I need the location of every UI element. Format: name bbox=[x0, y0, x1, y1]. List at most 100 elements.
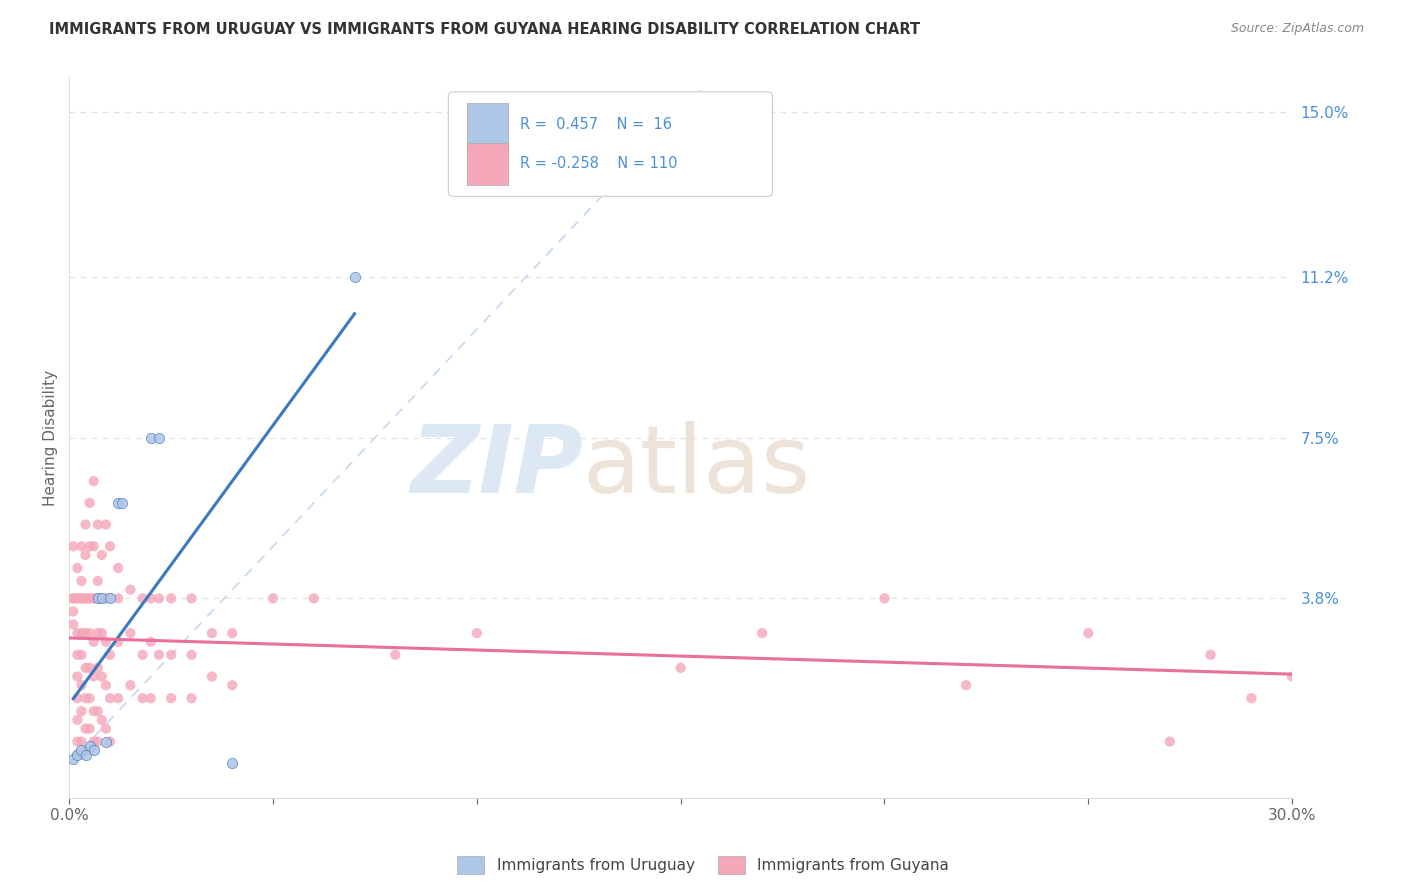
Point bbox=[70, 591, 93, 606]
Point bbox=[62, 539, 84, 553]
Point bbox=[66, 734, 89, 748]
Point bbox=[201, 626, 224, 640]
Point bbox=[87, 591, 110, 606]
Point bbox=[120, 626, 142, 640]
Point bbox=[107, 591, 129, 606]
Point bbox=[221, 678, 243, 692]
Point bbox=[75, 548, 97, 562]
Point bbox=[94, 634, 117, 648]
Point bbox=[75, 591, 97, 606]
Point bbox=[66, 669, 89, 683]
Point bbox=[94, 517, 117, 532]
Point bbox=[94, 722, 117, 736]
Legend: Immigrants from Uruguay, Immigrants from Guyana: Immigrants from Uruguay, Immigrants from… bbox=[451, 850, 955, 880]
Text: Source: ZipAtlas.com: Source: ZipAtlas.com bbox=[1230, 22, 1364, 36]
Point bbox=[221, 756, 243, 771]
Point bbox=[79, 626, 101, 640]
Point bbox=[139, 591, 162, 606]
Point bbox=[98, 734, 121, 748]
Point bbox=[98, 648, 121, 662]
Point bbox=[94, 734, 117, 748]
Point bbox=[83, 591, 105, 606]
Point bbox=[87, 591, 110, 606]
Point bbox=[83, 539, 105, 553]
Point bbox=[160, 591, 183, 606]
Point bbox=[201, 669, 224, 683]
Point bbox=[139, 431, 162, 445]
Point bbox=[751, 626, 773, 640]
Point bbox=[87, 626, 110, 640]
Point bbox=[384, 648, 406, 662]
Point bbox=[131, 648, 153, 662]
Point bbox=[148, 648, 170, 662]
Point bbox=[70, 648, 93, 662]
Point bbox=[87, 704, 110, 718]
Point bbox=[90, 713, 112, 727]
Point bbox=[70, 574, 93, 588]
Point bbox=[70, 539, 93, 553]
Point bbox=[221, 626, 243, 640]
Point bbox=[62, 591, 84, 606]
Point bbox=[98, 691, 121, 706]
Point bbox=[83, 669, 105, 683]
Point bbox=[87, 574, 110, 588]
Point bbox=[75, 747, 97, 762]
Point bbox=[148, 431, 170, 445]
Point bbox=[139, 634, 162, 648]
Point bbox=[1281, 669, 1303, 683]
Point bbox=[180, 648, 202, 662]
Point bbox=[66, 591, 89, 606]
Text: IMMIGRANTS FROM URUGUAY VS IMMIGRANTS FROM GUYANA HEARING DISABILITY CORRELATION: IMMIGRANTS FROM URUGUAY VS IMMIGRANTS FR… bbox=[49, 22, 921, 37]
Point bbox=[79, 743, 101, 757]
Point bbox=[83, 591, 105, 606]
Point bbox=[70, 678, 93, 692]
Point bbox=[62, 617, 84, 632]
Point bbox=[79, 539, 101, 553]
Point bbox=[107, 691, 129, 706]
Point bbox=[70, 747, 93, 762]
Point bbox=[66, 747, 89, 762]
Point bbox=[66, 691, 89, 706]
Point bbox=[83, 704, 105, 718]
Point bbox=[66, 713, 89, 727]
Point bbox=[75, 626, 97, 640]
FancyBboxPatch shape bbox=[449, 92, 772, 196]
Point bbox=[90, 669, 112, 683]
Point bbox=[94, 591, 117, 606]
Point bbox=[75, 743, 97, 757]
Point bbox=[160, 691, 183, 706]
Point bbox=[83, 474, 105, 488]
Point bbox=[79, 591, 101, 606]
Point bbox=[70, 626, 93, 640]
Point bbox=[62, 604, 84, 618]
Text: R =  0.457    N =  16: R = 0.457 N = 16 bbox=[520, 117, 672, 132]
Point bbox=[262, 591, 284, 606]
Point bbox=[66, 561, 89, 575]
Point bbox=[120, 582, 142, 597]
Point bbox=[120, 678, 142, 692]
Point bbox=[180, 591, 202, 606]
Point bbox=[180, 691, 202, 706]
Point bbox=[75, 517, 97, 532]
Y-axis label: Hearing Disability: Hearing Disability bbox=[44, 369, 58, 506]
Point bbox=[83, 743, 105, 757]
Point bbox=[465, 626, 488, 640]
Point bbox=[79, 722, 101, 736]
Point bbox=[79, 691, 101, 706]
Point bbox=[90, 626, 112, 640]
Point bbox=[79, 739, 101, 753]
Point bbox=[75, 722, 97, 736]
Point bbox=[107, 561, 129, 575]
Point bbox=[107, 634, 129, 648]
Point bbox=[139, 691, 162, 706]
Point bbox=[131, 691, 153, 706]
Point bbox=[131, 591, 153, 606]
Point bbox=[79, 591, 101, 606]
Point bbox=[87, 734, 110, 748]
Point bbox=[1077, 626, 1099, 640]
Point bbox=[70, 743, 93, 757]
Point bbox=[75, 691, 97, 706]
Point bbox=[98, 591, 121, 606]
Point bbox=[111, 496, 134, 510]
Point bbox=[87, 661, 110, 675]
